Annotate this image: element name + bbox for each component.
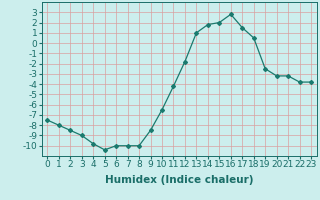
X-axis label: Humidex (Indice chaleur): Humidex (Indice chaleur): [105, 175, 253, 185]
